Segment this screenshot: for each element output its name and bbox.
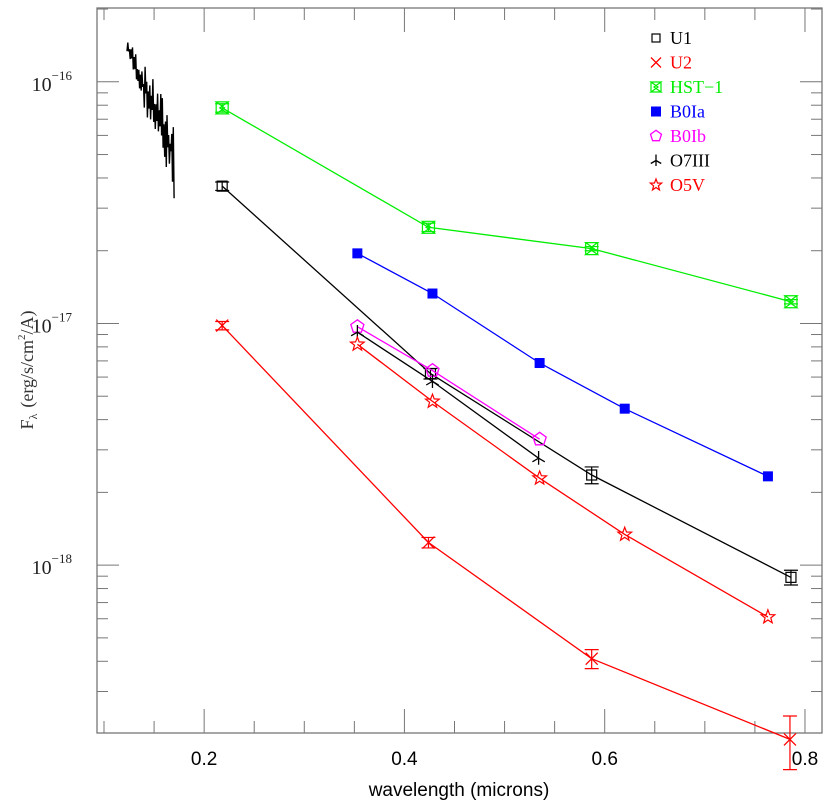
axis-labels: wavelength (microns) Fλ (erg/s/cm2/A) — [16, 311, 549, 802]
series-line — [357, 331, 539, 459]
filled-square-marker-icon — [352, 248, 363, 259]
data-series — [214, 101, 799, 771]
legend-item-u1: U1 — [651, 28, 692, 48]
hourglass-star-marker-icon — [583, 242, 600, 256]
series-u2 — [215, 319, 797, 771]
asterisk-marker-icon — [425, 374, 440, 388]
open-star-marker-icon — [759, 608, 777, 625]
legend-label: O7III — [670, 151, 710, 171]
error-bar — [421, 222, 436, 233]
legend-item-b0ia: B0Ia — [651, 102, 705, 122]
legend-label: B0Ia — [670, 102, 705, 122]
series-line — [221, 107, 792, 303]
legend-item-b0ib: B0Ib — [649, 126, 706, 146]
series-o5v — [348, 335, 777, 625]
y-axis-label: Fλ (erg/s/cm2/A) — [16, 311, 40, 430]
hourglass-star-marker-icon — [783, 295, 799, 309]
plot-frame — [96, 7, 823, 734]
filled-square-marker-icon — [651, 106, 661, 117]
uv-spectrum-line — [126, 42, 175, 199]
y-label-units: (erg/s/cm — [17, 340, 38, 408]
x-axis-label: wavelength (microns) — [368, 780, 550, 801]
x-tick-label: 0.8 — [792, 749, 818, 770]
open-square-marker-icon — [424, 368, 437, 380]
open-pentagon-marker-icon — [649, 129, 663, 142]
filled-square-marker-icon — [427, 288, 438, 299]
asterisk-marker-icon — [532, 450, 546, 465]
filled-square-marker-icon — [762, 471, 773, 482]
open-square-marker-icon — [216, 180, 228, 192]
y-tick-label: 10−17 — [32, 309, 73, 337]
open-star-marker-icon — [423, 392, 441, 409]
y-label-sub: λ — [26, 413, 40, 419]
series-hst-1 — [214, 101, 799, 309]
series-line — [357, 326, 540, 440]
y-label-units-sup: 2 — [16, 335, 28, 341]
legend-label: U2 — [670, 53, 692, 73]
open-star-marker-icon — [531, 469, 549, 486]
legend-item-hst−1: HST−1 — [649, 77, 723, 97]
open-square-marker-icon — [586, 469, 598, 481]
legend-item-o7iii: O7III — [650, 151, 710, 171]
series-u1 — [215, 180, 798, 586]
open-star-marker-icon — [648, 177, 664, 192]
error-bar — [215, 103, 230, 113]
series-o7iii — [350, 324, 546, 465]
error-bar — [782, 715, 797, 771]
series-b0ia — [352, 248, 773, 482]
uv-spectrum — [126, 42, 175, 199]
open-star-marker-icon — [616, 525, 634, 542]
hourglass-star-marker-icon — [214, 101, 231, 115]
legend-label: B0Ib — [670, 126, 706, 146]
open-pentagon-marker-icon — [532, 431, 547, 446]
y-tick-label: 10−16 — [32, 68, 73, 96]
x-tick-label: 0.4 — [391, 749, 418, 770]
open-square-marker-icon — [651, 33, 661, 43]
y-label-units-post: /A) — [17, 311, 38, 335]
series-b0ib — [350, 318, 547, 446]
cross-marker-icon — [421, 536, 435, 550]
cross-marker-icon — [215, 319, 229, 333]
asterisk-marker-icon — [650, 154, 662, 166]
asterisk-marker-icon — [350, 324, 364, 339]
plot-border — [96, 7, 823, 734]
legend-item-u2: U2 — [650, 53, 692, 73]
filled-square-marker-icon — [534, 358, 545, 369]
open-star-marker-icon — [348, 335, 366, 352]
filled-square-marker-icon — [619, 403, 630, 414]
hourglass-star-marker-icon — [420, 220, 437, 234]
open-square-marker-icon — [785, 571, 797, 583]
x-tick-label: 0.6 — [591, 749, 617, 770]
cross-marker-icon — [585, 652, 599, 666]
legend-item-o5v: O5V — [648, 175, 705, 195]
legend-label: HST−1 — [670, 77, 723, 97]
series-line — [221, 325, 791, 741]
y-label-main: F — [17, 419, 37, 429]
series-line — [357, 343, 769, 618]
axis-ticks: 0.2 0.4 0.6 0.8 10−16 10−17 10−18 — [32, 8, 822, 770]
cross-marker-icon — [650, 57, 662, 68]
series-line — [221, 185, 792, 578]
series-line — [357, 252, 769, 477]
hourglass-star-marker-icon — [649, 81, 663, 93]
legend: U1 U2 HST−1 B0Ia B0Ib O7III O5V — [648, 28, 723, 195]
cross-marker-icon — [783, 732, 797, 746]
legend-label: U1 — [670, 28, 692, 48]
y-tick-label: 10−18 — [32, 551, 72, 579]
legend-label: O5V — [670, 175, 705, 195]
x-tick-label: 0.2 — [191, 749, 217, 770]
